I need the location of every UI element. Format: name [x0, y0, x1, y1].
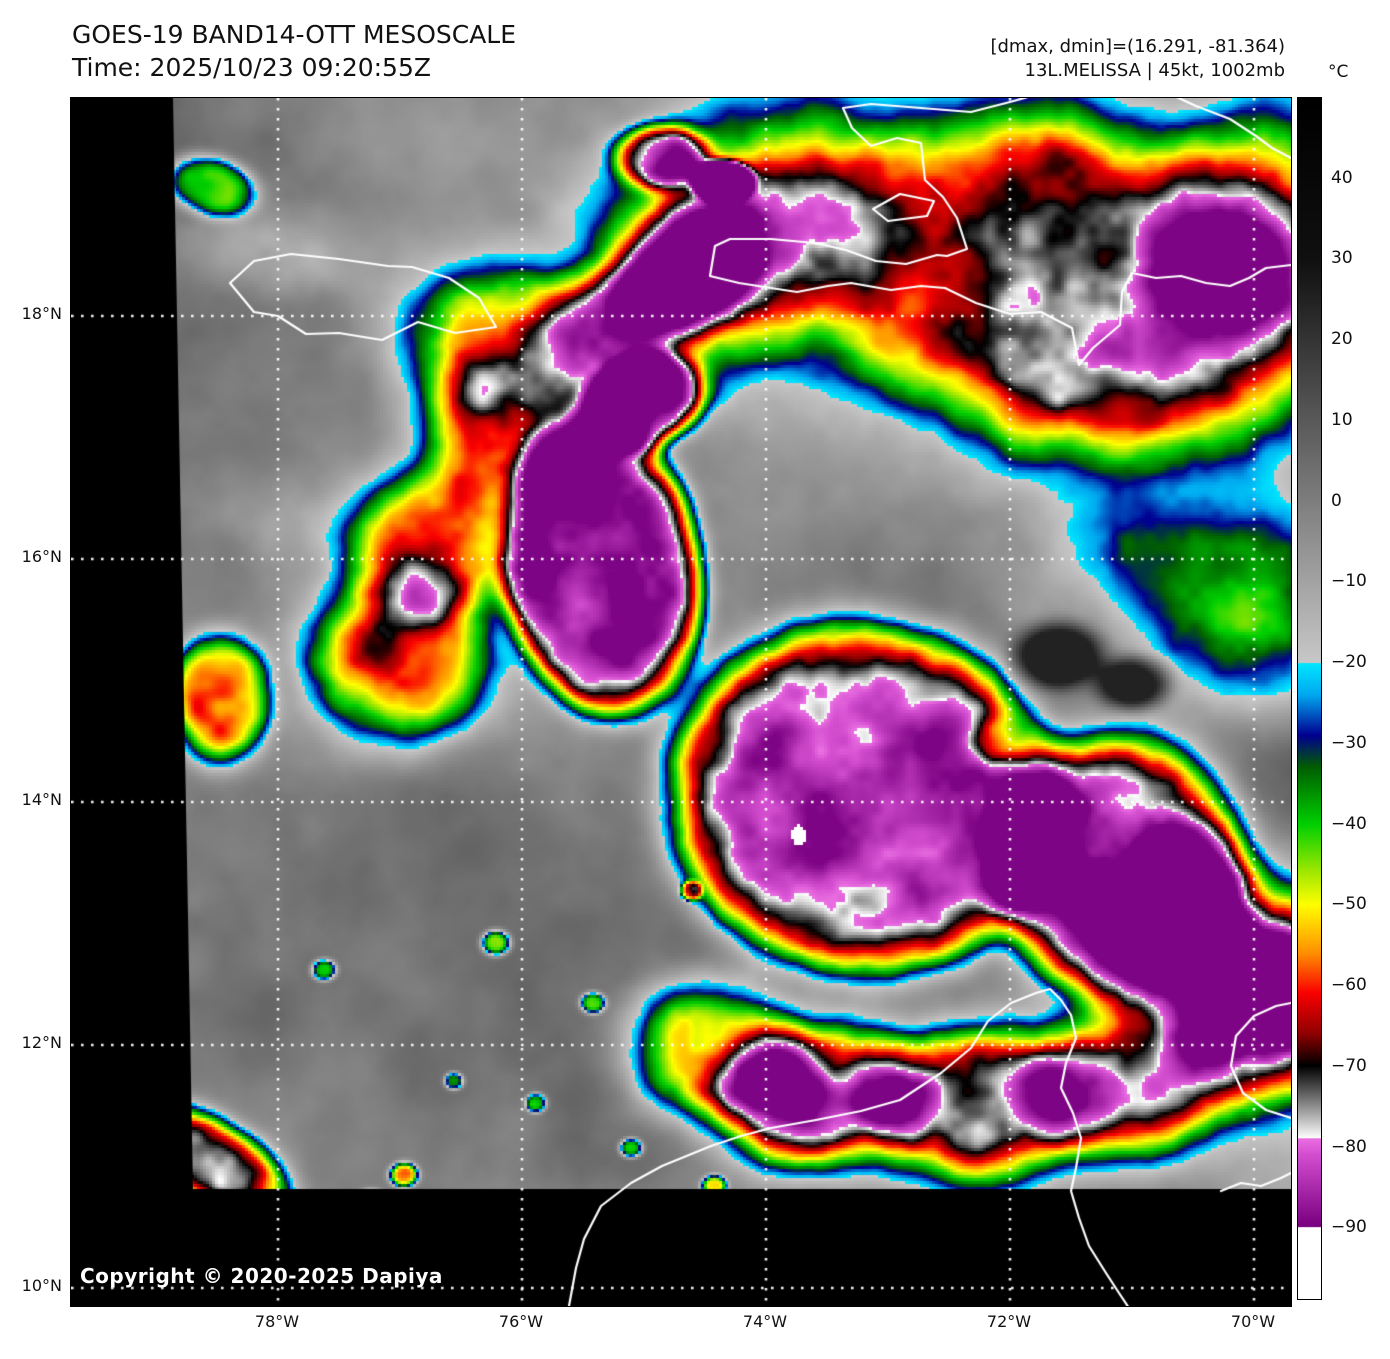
colorbar-tick-label: 20	[1331, 329, 1353, 350]
colorbar-tick-label: −90	[1331, 1217, 1367, 1238]
lat-tick-label: 18°N	[21, 304, 62, 323]
lon-tick-label: 74°W	[742, 1312, 788, 1331]
storm-annotation: 13L.MELISSA | 45kt, 1002mb	[1024, 60, 1286, 81]
lat-tick-label: 10°N	[21, 1276, 62, 1295]
colorbar-tick-label: −40	[1331, 813, 1367, 834]
colorbar-tick-label: −80	[1331, 1136, 1367, 1157]
colorbar-tick-label: 10	[1331, 409, 1353, 430]
lon-tick-label: 72°W	[986, 1312, 1032, 1331]
colorbar-tick-label: −10	[1331, 571, 1367, 592]
lat-tick-label: 16°N	[21, 547, 62, 566]
satellite-map: Copyright © 2020-2025 Dapiya	[70, 97, 1292, 1307]
colorbar-tick-label: 30	[1331, 248, 1353, 269]
dmax-dmin-annotation: [dmax, dmin]=(16.291, -81.364)	[990, 36, 1285, 57]
colorbar-gradient	[1298, 98, 1321, 1299]
temperature-colorbar	[1297, 97, 1322, 1300]
colorbar-tick-label: −70	[1331, 1055, 1367, 1076]
colorbar-unit-label: °C	[1328, 62, 1349, 82]
copyright-text: Copyright © 2020-2025 Dapiya	[80, 1264, 443, 1288]
lat-tick-label: 12°N	[21, 1033, 62, 1052]
lon-tick-label: 76°W	[498, 1312, 544, 1331]
lat-tick-label: 14°N	[21, 790, 62, 809]
colorbar-tick-label: −60	[1331, 975, 1367, 996]
satellite-image-canvas	[71, 98, 1291, 1306]
colorbar-tick-label: −20	[1331, 652, 1367, 673]
page-title: GOES-19 BAND14-OTT MESOSCALE	[72, 20, 517, 49]
colorbar-tick-label: 40	[1331, 167, 1353, 188]
timestamp: Time: 2025/10/23 09:20:55Z	[72, 53, 431, 82]
lon-tick-label: 70°W	[1230, 1312, 1276, 1331]
colorbar-tick-label: −50	[1331, 894, 1367, 915]
colorbar-tick-label: −30	[1331, 732, 1367, 753]
lon-tick-label: 78°W	[254, 1312, 300, 1331]
colorbar-tick-label: 0	[1331, 490, 1342, 511]
